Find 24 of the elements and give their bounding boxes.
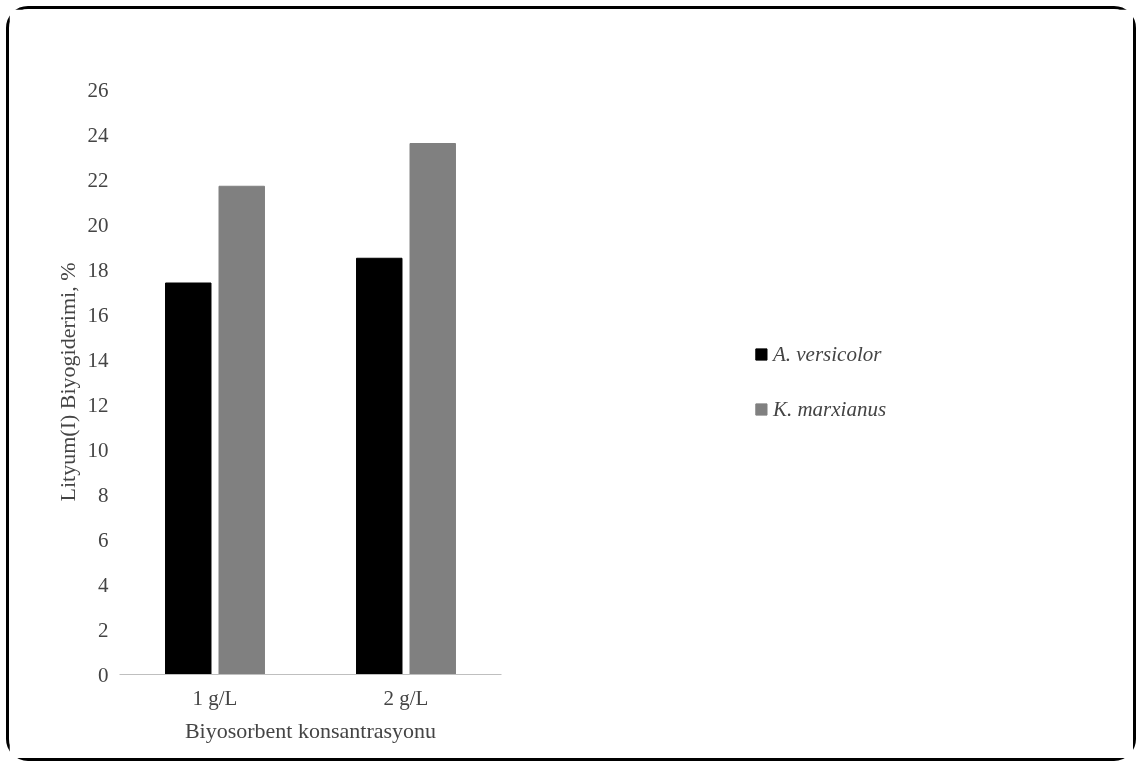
y-tick-label: 18	[87, 257, 109, 282]
y-tick-label: 4	[98, 572, 109, 597]
y-tick-label: 12	[87, 392, 109, 417]
y-tick-label: 26	[87, 77, 109, 102]
bar	[409, 143, 456, 675]
legend-label: K. marxianus	[772, 396, 887, 422]
x-tick-label: 2 g/L	[383, 685, 429, 710]
y-tick-label: 24	[87, 122, 109, 147]
x-axis-title: Biyosorbent konsantrasyonu	[184, 717, 437, 743]
y-tick-label: 8	[98, 482, 109, 507]
bar	[218, 185, 265, 675]
y-tick-label: 0	[98, 662, 109, 687]
legend-label: A. versicolor	[772, 341, 882, 367]
y-tick-label: 2	[98, 617, 109, 642]
y-tick-label: 20	[87, 212, 109, 237]
y-tick-label: 22	[87, 167, 109, 192]
bar	[165, 282, 212, 675]
y-tick-label: 10	[87, 437, 109, 462]
bar	[356, 257, 403, 675]
y-tick-label: 16	[87, 302, 109, 327]
x-tick-label: 1 g/L	[192, 685, 238, 710]
y-tick-label: 14	[87, 347, 109, 372]
y-tick-label: 6	[98, 527, 109, 552]
y-axis-title: Lityum(I) Biyogiderimi, %	[54, 262, 80, 502]
